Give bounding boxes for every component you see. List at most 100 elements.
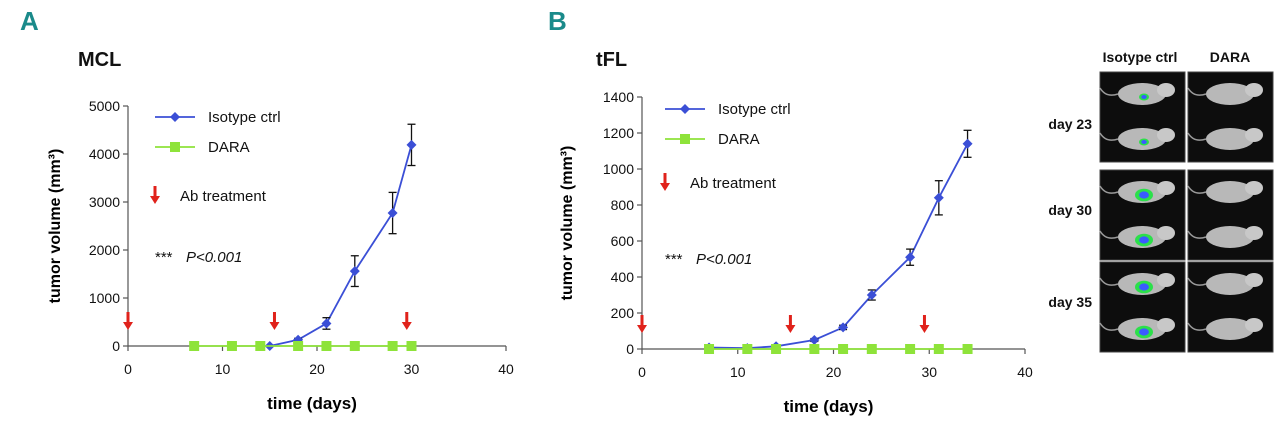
mouse-head: [1157, 181, 1175, 195]
mouse-body: [1206, 318, 1254, 340]
mouse-head: [1245, 318, 1263, 332]
bioluminescence-core: [1141, 95, 1147, 99]
mouse-tail: [1187, 185, 1207, 194]
legend-label-isotype: Isotype ctrl: [718, 101, 791, 118]
y-tick-label: 1200: [603, 125, 634, 141]
mouse-head: [1245, 83, 1263, 97]
data-point-dara: [962, 344, 973, 354]
chart-title-a: MCL: [78, 49, 121, 71]
x-axis-title: time (days): [784, 397, 874, 416]
x-tick-label: 40: [498, 361, 514, 377]
bioluminescence-core: [1139, 236, 1149, 244]
mouse-head: [1245, 273, 1263, 287]
x-tick-label: 30: [921, 364, 937, 380]
data-point-isotype: [809, 335, 820, 345]
data-point-dara: [866, 344, 877, 354]
stat-stars: ***: [155, 249, 173, 266]
y-tick-label: 2000: [89, 242, 120, 258]
imaging-col-dara: DARA: [1210, 49, 1250, 65]
y-tick-label: 5000: [89, 98, 120, 114]
treatment-arrow-head: [919, 325, 930, 333]
mouse-tail: [1187, 322, 1207, 331]
data-point-dara: [905, 344, 916, 354]
y-tick-label: 1400: [603, 89, 634, 105]
legend-arrow-head: [150, 196, 160, 204]
chart-b: 0 200 400 600 800 1000 1200 1400 0 10 20 30 40 time (…: [559, 89, 1033, 416]
mouse-body: [1206, 181, 1254, 203]
chart-title-b: tFL: [596, 49, 627, 71]
mouse-tail: [1099, 185, 1119, 194]
mouse-head: [1157, 273, 1175, 287]
chart-a: 0 1000 2000 3000 4000 5000 0 10 20 30 40 time (days…: [47, 98, 514, 413]
panel-letter-b: B: [548, 6, 567, 36]
imaging-row-day30: day 30: [1048, 202, 1092, 218]
data-point-isotype: [962, 138, 973, 149]
mouse-tail: [1187, 132, 1207, 141]
y-tick-label: 0: [626, 341, 634, 357]
legend-label-dara: DARA: [208, 139, 250, 156]
treatment-arrow-head: [269, 322, 280, 330]
treatment-arrow-head: [785, 325, 796, 333]
mouse-tail: [1099, 277, 1119, 286]
data-point-dara: [226, 341, 237, 351]
data-point-isotype: [349, 266, 360, 277]
x-axis-title: time (days): [267, 394, 357, 413]
legend-label-treatment: Ab treatment: [180, 188, 267, 205]
mouse-tail: [1187, 230, 1207, 239]
data-point-dara: [349, 341, 360, 351]
x-tick-label: 10: [730, 364, 746, 380]
y-tick-label: 4000: [89, 146, 120, 162]
legend-label-dara: DARA: [718, 131, 760, 148]
data-point-isotype: [387, 208, 398, 219]
x-tick-label: 20: [309, 361, 325, 377]
mouse-head: [1245, 181, 1263, 195]
mouse-head: [1245, 128, 1263, 142]
data-point-dara: [933, 344, 944, 354]
y-tick-label: 800: [611, 197, 635, 213]
data-point-dara: [255, 341, 266, 351]
mouse-head: [1157, 128, 1175, 142]
treatment-arrow-head: [401, 322, 412, 330]
x-tick-label: 20: [826, 364, 842, 380]
bioluminescence-core: [1139, 283, 1149, 291]
mouse-body: [1206, 273, 1254, 295]
mouse-head: [1157, 226, 1175, 240]
imaging-panel: Isotype ctrl DARA day 23 day 30 day 35: [1048, 49, 1274, 353]
x-tick-label: 30: [404, 361, 420, 377]
imaging-row-day35: day 35: [1048, 294, 1092, 310]
treatment-arrow-head: [637, 325, 647, 333]
treatment-arrow-head: [123, 322, 133, 330]
imaging-col-isotype: Isotype ctrl: [1103, 49, 1178, 65]
imaging-row-day23: day 23: [1048, 116, 1092, 132]
stat-p-value: P<0.001: [186, 249, 242, 266]
mouse-tail: [1099, 322, 1119, 331]
bioluminescence-core: [1139, 191, 1149, 199]
legend-marker-dara: [680, 134, 690, 144]
data-point-dara: [293, 341, 304, 351]
stat-stars: ***: [665, 251, 683, 268]
data-point-isotype: [866, 290, 877, 300]
y-tick-label: 3000: [89, 194, 120, 210]
bioluminescence-core: [1139, 328, 1149, 336]
mouse-tail: [1099, 230, 1119, 239]
data-point-dara: [809, 344, 820, 354]
data-point-dara: [189, 341, 200, 351]
data-point-dara: [387, 341, 398, 351]
legend-marker-isotype: [170, 112, 180, 122]
data-point-dara: [742, 344, 753, 354]
y-tick-label: 200: [611, 305, 635, 321]
data-point-dara: [771, 344, 782, 354]
data-point-dara: [838, 344, 849, 354]
bioluminescence-core: [1141, 140, 1147, 144]
mouse-tail: [1187, 87, 1207, 96]
mouse-head: [1245, 226, 1263, 240]
y-tick-label: 1000: [603, 161, 634, 177]
mouse-body: [1206, 128, 1254, 150]
y-tick-label: 600: [611, 233, 635, 249]
data-point-isotype: [905, 252, 916, 263]
legend-marker-isotype: [680, 104, 690, 114]
data-point-dara: [704, 344, 715, 354]
x-tick-label: 0: [638, 364, 646, 380]
data-point-dara: [406, 341, 417, 351]
